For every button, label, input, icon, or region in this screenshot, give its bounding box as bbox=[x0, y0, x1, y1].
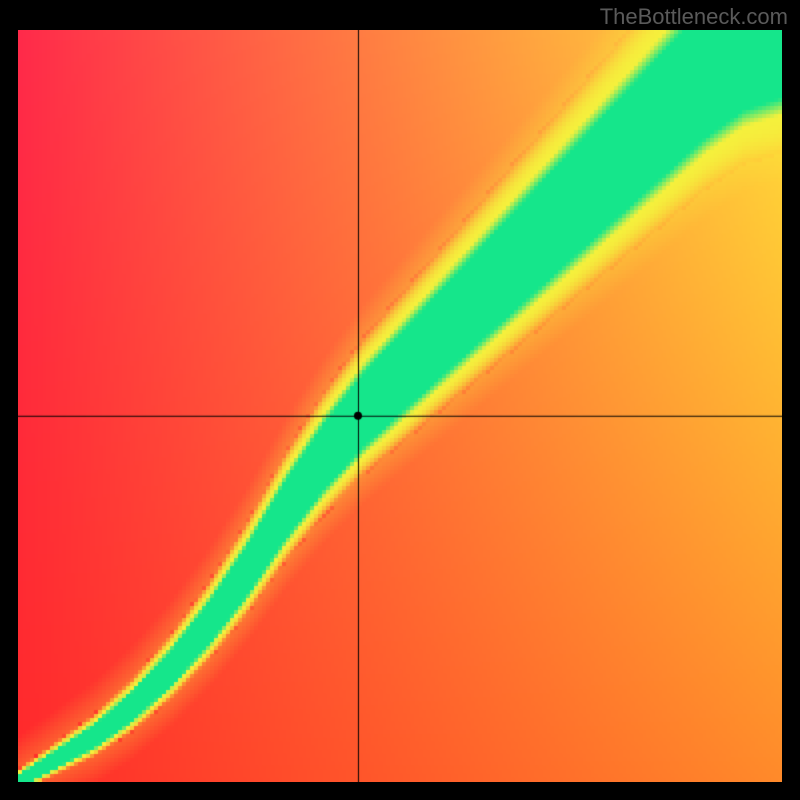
chart-container: TheBottleneck.com bbox=[0, 0, 800, 800]
watermark-text: TheBottleneck.com bbox=[600, 4, 788, 30]
heatmap-canvas bbox=[18, 30, 782, 782]
chart-area bbox=[18, 30, 782, 782]
